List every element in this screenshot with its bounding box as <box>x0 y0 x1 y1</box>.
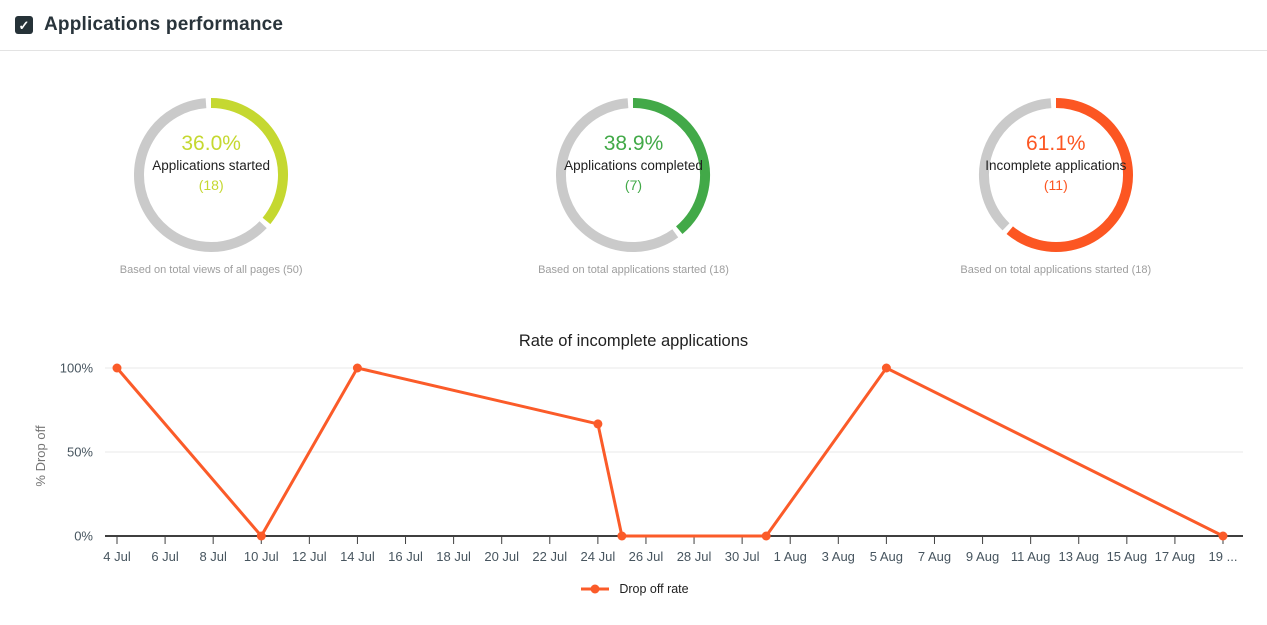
svg-text:12 Jul: 12 Jul <box>292 549 327 564</box>
svg-text:26 Jul: 26 Jul <box>629 549 664 564</box>
legend-line-marker-icon <box>581 584 610 594</box>
section-title: Applications performance <box>44 14 284 35</box>
svg-text:20 Jul: 20 Jul <box>484 549 519 564</box>
donut-caption: Based on total applications started (18) <box>960 264 1152 276</box>
svg-text:13 Aug: 13 Aug <box>1058 549 1099 564</box>
chart-legend-item[interactable]: Drop off rate <box>0 582 1267 596</box>
kpi-donut-row: 36.0% Applications started (18) Based on… <box>0 95 1267 276</box>
svg-text:50%: 50% <box>67 445 93 460</box>
applications-performance-checkbox[interactable]: ✓ <box>15 16 33 34</box>
donut-card-incomplete-applications: 61.1% Incomplete applications (11) Based… <box>845 95 1267 276</box>
legend-label: Drop off rate <box>619 582 689 596</box>
svg-text:24 Jul: 24 Jul <box>581 549 616 564</box>
svg-text:6 Jul: 6 Jul <box>151 549 179 564</box>
donut-caption: Based on total applications started (18) <box>538 264 729 276</box>
svg-text:5 Aug: 5 Aug <box>870 549 903 564</box>
svg-text:7 Aug: 7 Aug <box>918 549 951 564</box>
svg-text:28 Jul: 28 Jul <box>677 549 712 564</box>
donut-caption: Based on total views of all pages (50) <box>119 264 303 276</box>
svg-text:14 Jul: 14 Jul <box>340 549 375 564</box>
applications-completed-donut-chart <box>556 98 711 252</box>
svg-text:% Drop off: % Drop off <box>33 425 48 487</box>
checkmark-icon: ✓ <box>18 17 30 33</box>
svg-text:17 Aug: 17 Aug <box>1155 549 1196 564</box>
svg-text:3 Aug: 3 Aug <box>822 549 855 564</box>
svg-text:30 Jul: 30 Jul <box>725 549 760 564</box>
donut-card-applications-completed: 38.9% Applications completed (7) Based o… <box>422 95 844 276</box>
drop-off-rate-line-chart: 0% 50% 100% % Drop off 4 Jul 6 Jul 8 Jul 10 Jul… <box>33 361 1243 564</box>
svg-text:1 Aug: 1 Aug <box>774 549 807 564</box>
section-header: ✓ Applications performance <box>0 0 1267 51</box>
svg-text:9 Aug: 9 Aug <box>966 549 999 564</box>
svg-text:19 ...: 19 ... <box>1209 549 1238 564</box>
chart-title: Rate of incomplete applications <box>518 332 749 350</box>
svg-text:8 Jul: 8 Jul <box>199 549 227 564</box>
svg-text:4 Jul: 4 Jul <box>103 549 131 564</box>
svg-text:100%: 100% <box>60 361 94 376</box>
donut-card-applications-started: 36.0% Applications started (18) Based on… <box>0 95 422 276</box>
svg-text:16 Jul: 16 Jul <box>388 549 423 564</box>
incomplete-applications-donut-chart <box>978 98 1133 252</box>
svg-text:0%: 0% <box>74 529 93 544</box>
svg-text:15 Aug: 15 Aug <box>1107 549 1148 564</box>
svg-text:18 Jul: 18 Jul <box>436 549 471 564</box>
svg-text:11 Aug: 11 Aug <box>1011 549 1051 564</box>
applications-started-donut-chart <box>134 98 289 252</box>
svg-text:10 Jul: 10 Jul <box>244 549 279 564</box>
svg-text:22 Jul: 22 Jul <box>532 549 567 564</box>
